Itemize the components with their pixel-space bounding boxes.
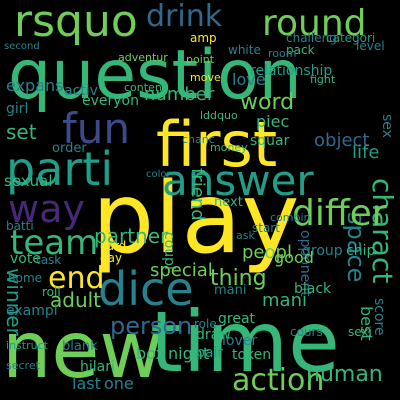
cloud-word: round xyxy=(262,3,367,44)
cloud-word: amp xyxy=(190,31,217,45)
cloud-word: task xyxy=(36,253,62,267)
cloud-word: sex xyxy=(379,114,395,138)
cloud-word: night xyxy=(168,344,210,363)
cloud-word: hilari xyxy=(80,359,115,375)
cloud-word: lddquo xyxy=(200,109,238,122)
cloud-word: friend xyxy=(187,168,208,221)
cloud-word: team xyxy=(10,223,99,263)
cloud-word: set xyxy=(6,120,37,144)
cloud-word: mani xyxy=(262,290,307,311)
cloud-word: sexi xyxy=(348,325,372,339)
cloud-word: home xyxy=(8,271,43,285)
cloud-word: second xyxy=(4,41,40,52)
cloud-word: box xyxy=(136,344,165,363)
cloud-word: life xyxy=(352,142,380,163)
cloud-word: white xyxy=(228,43,261,57)
cloud-word: one xyxy=(104,374,134,393)
cloud-word: last xyxy=(72,374,101,393)
cloud-word: activ xyxy=(64,83,98,99)
cloud-word: secret xyxy=(6,359,40,372)
cloud-word: room xyxy=(268,47,297,60)
cloud-word: lover xyxy=(222,333,258,349)
cloud-word: combin xyxy=(270,211,311,224)
cloud-word: token xyxy=(232,347,272,363)
cloud-word: question xyxy=(8,36,302,115)
cloud-word: money xyxy=(210,141,248,154)
cloud-word: adventur xyxy=(118,51,168,64)
cloud-word: rsquo xyxy=(14,0,138,47)
cloud-word: object xyxy=(314,130,370,151)
cloud-word: time xyxy=(150,293,340,391)
cloud-word: first xyxy=(156,108,278,181)
cloud-word: person xyxy=(110,312,193,340)
cloud-word: chip xyxy=(346,243,376,259)
cloud-word: great xyxy=(218,311,256,327)
cloud-word: challeng xyxy=(286,31,337,45)
cloud-word: everyon xyxy=(82,93,139,109)
cloud-word: parti xyxy=(6,142,114,196)
cloud-word: draw xyxy=(196,327,231,343)
cloud-word: ask xyxy=(236,229,255,242)
cloud-word: expans xyxy=(6,76,64,95)
cloud-word: cours xyxy=(290,325,323,339)
cloud-word: dice xyxy=(98,262,194,316)
cloud-word: vote xyxy=(10,251,41,267)
cloud-word: color xyxy=(146,169,171,180)
cloud-word: sexual xyxy=(4,172,53,190)
cloud-word: love xyxy=(232,70,266,89)
cloud-word: differ xyxy=(292,193,387,234)
cloud-word: move xyxy=(190,71,221,84)
cloud-word: card xyxy=(100,239,127,253)
cloud-word: day xyxy=(100,251,123,265)
cloud-word: answer xyxy=(162,156,314,205)
cloud-word: score xyxy=(371,298,387,336)
cloud-word: human xyxy=(306,362,383,387)
cloud-word: group xyxy=(302,243,343,259)
cloud-word: piec xyxy=(256,112,290,131)
cloud-word: order xyxy=(52,141,87,156)
cloud-word: play xyxy=(92,162,300,276)
cloud-word: level xyxy=(356,39,385,53)
cloud-word: instruct xyxy=(6,339,48,352)
cloud-word: number xyxy=(144,84,215,105)
cloud-word: relationship xyxy=(250,63,333,79)
cloud-word: drink xyxy=(146,0,223,34)
cloud-word: roll xyxy=(42,285,61,299)
cloud-word: way xyxy=(8,187,85,231)
cloud-word: good xyxy=(274,248,314,267)
cloud-word: batti xyxy=(6,219,34,233)
cloud-word: word xyxy=(240,90,295,115)
cloud-word: content xyxy=(124,81,167,94)
cloud-word: fun xyxy=(62,104,131,153)
cloud-word: new xyxy=(2,306,164,396)
cloud-word: action xyxy=(232,363,325,398)
cloud-word: start xyxy=(252,221,280,235)
cloud-word: girl xyxy=(6,101,29,117)
cloud-word: next xyxy=(214,195,243,210)
cloud-word: thing xyxy=(210,266,267,291)
cloud-word: squar xyxy=(250,133,290,149)
cloud-word: categori xyxy=(326,31,376,45)
cloud-word: mani xyxy=(214,283,247,298)
cloud-word: black xyxy=(294,281,332,297)
cloud-word: exampl xyxy=(6,303,58,319)
cloud-word: pack xyxy=(286,43,315,57)
cloud-word: end xyxy=(48,261,105,296)
cloud-word: role xyxy=(194,317,217,331)
cloud-word: partner xyxy=(94,224,169,248)
cloud-word: blank xyxy=(62,339,98,354)
cloud-word: special xyxy=(150,260,213,281)
cloud-word: chanc xyxy=(182,133,215,146)
cloud-word: adult xyxy=(50,288,102,312)
cloud-word: pair xyxy=(196,345,224,361)
cloud-word: peopl xyxy=(242,242,292,263)
cloud-word: point xyxy=(186,53,215,66)
cloud-word: fight xyxy=(310,73,336,86)
